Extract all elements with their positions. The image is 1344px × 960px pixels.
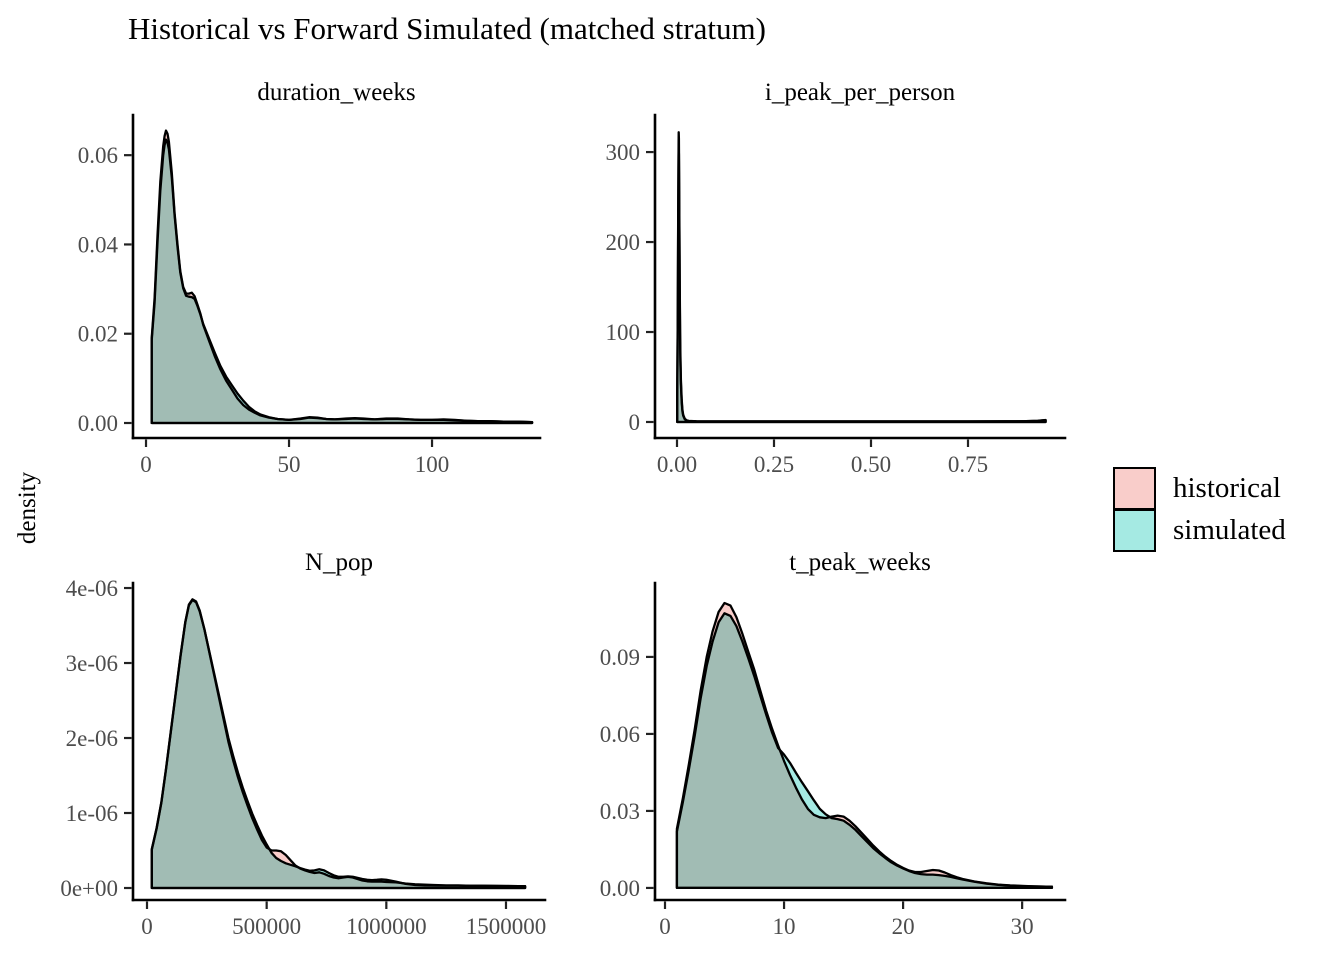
duration_weeks-historical-fill <box>151 130 533 423</box>
i_peak_per_person-x-tick-label: 0.75 <box>948 452 988 477</box>
t_peak_weeks-x-tick-label: 20 <box>892 914 915 939</box>
i_peak_per_person-x-tick-label: 0.50 <box>851 452 891 477</box>
N_pop-y-tick-label: 4e-06 <box>66 576 118 601</box>
duration_weeks-y-tick-label: 0.00 <box>78 411 118 436</box>
legend-label-simulated: simulated <box>1173 513 1286 546</box>
N_pop-historical-outline <box>150 598 527 890</box>
t_peak_weeks-y-tick-label: 0.00 <box>600 876 640 901</box>
i_peak_per_person-x-tick-label: 0.00 <box>657 452 697 477</box>
N_pop-x-tick-label: 1500000 <box>466 914 547 939</box>
t_peak_weeks-y-tick-label: 0.06 <box>600 722 640 747</box>
legend-label-historical: historical <box>1173 471 1281 504</box>
duration_weeks-y-tick-label: 0.06 <box>78 143 118 168</box>
i_peak_per_person-historical-outline <box>676 131 1047 424</box>
duration_weeks-x-tick-label: 100 <box>415 452 450 477</box>
i_peak_per_person-y-tick-label: 0 <box>629 410 641 435</box>
N_pop-y-tick-label: 2e-06 <box>66 726 118 751</box>
N_pop-y-tick-label: 3e-06 <box>66 651 118 676</box>
legend-swatch-historical <box>1113 466 1156 510</box>
t_peak_weeks-historical-fill <box>676 603 1052 888</box>
facet-title-t-peak-weeks: t_peak_weeks <box>789 549 931 576</box>
i_peak_per_person-historical-fill <box>677 132 1046 423</box>
legend-item-simulated: simulated <box>1113 508 1286 552</box>
t_peak_weeks-x-tick-label: 30 <box>1011 914 1034 939</box>
i_peak_per_person-x-tick-label: 0.25 <box>754 452 794 477</box>
t_peak_weeks-x-tick-label: 10 <box>773 914 796 939</box>
N_pop-historical-fill <box>151 599 526 888</box>
facet-title-n-pop: N_pop <box>304 549 374 576</box>
duration_weeks-x-tick-label: 50 <box>278 452 301 477</box>
i_peak_per_person-y-tick-label: 100 <box>606 320 641 345</box>
i_peak_per_person-y-tick-label: 200 <box>606 230 641 255</box>
N_pop-x-tick-label: 1000000 <box>346 914 427 939</box>
N_pop-x-tick-label: 500000 <box>232 914 301 939</box>
legend-item-historical: historical <box>1113 466 1286 510</box>
duration_weeks-historical-outline <box>150 129 534 425</box>
plot-title: Historical vs Forward Simulated (matched… <box>128 11 766 46</box>
facet-title-i-peak-per-person: i_peak_per_person <box>764 79 956 106</box>
duration_weeks-y-tick-label: 0.02 <box>78 322 118 347</box>
duration_weeks-x-tick-label: 0 <box>140 452 152 477</box>
t_peak_weeks-y-tick-label: 0.03 <box>600 799 640 824</box>
legend: historical simulated <box>1113 466 1286 552</box>
duration_weeks-y-tick-label: 0.04 <box>78 232 119 257</box>
y-axis-title: density <box>14 471 41 545</box>
N_pop-y-tick-label: 1e-06 <box>66 801 118 826</box>
t_peak_weeks-y-tick-label: 0.09 <box>600 645 640 670</box>
N_pop-y-tick-label: 0e+00 <box>60 876 118 901</box>
N_pop-x-tick-label: 0 <box>141 914 153 939</box>
legend-swatch-simulated <box>1113 508 1156 552</box>
t_peak_weeks-historical-outline <box>675 601 1054 890</box>
i_peak_per_person-simulated-outline <box>676 146 1047 424</box>
i_peak_per_person-simulated-fill <box>677 147 1046 422</box>
facet-title-duration-weeks: duration_weeks <box>257 79 416 106</box>
i_peak_per_person-y-tick-label: 300 <box>606 140 641 165</box>
t_peak_weeks-x-tick-label: 0 <box>659 914 671 939</box>
